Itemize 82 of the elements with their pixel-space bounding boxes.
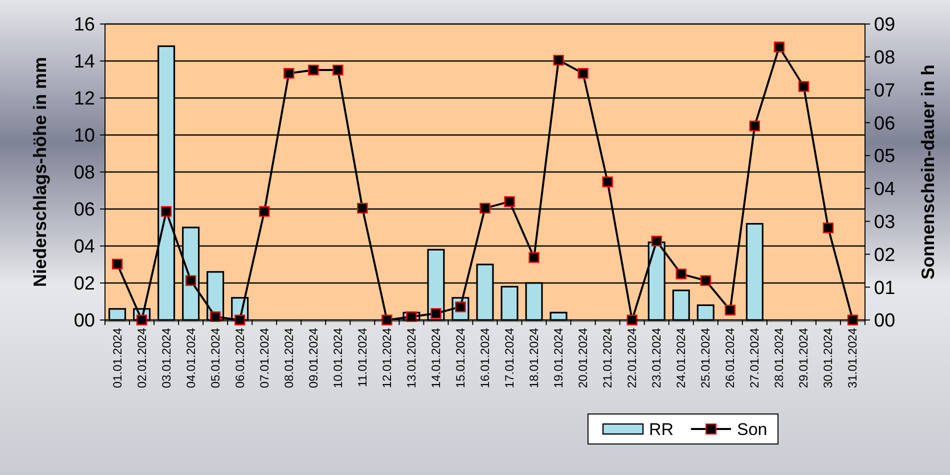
y2-tick-label: 00 <box>874 310 896 332</box>
x-tick-label: 02.01.2024 <box>134 328 149 388</box>
point <box>676 268 686 280</box>
point <box>749 120 760 132</box>
point <box>528 252 540 263</box>
point <box>357 202 368 214</box>
x-tick-label: 29.01.2024 <box>796 328 811 388</box>
x-tick-label: 08.01.2024 <box>282 328 296 388</box>
x-tick-label: 05.01.2024 <box>208 328 222 388</box>
x-tick-label: 11.01.2024 <box>355 328 370 388</box>
x-tick-label: 14.01.2024 <box>428 328 443 388</box>
y2-tick-label: 08 <box>874 48 896 69</box>
y-tick-label: 02 <box>74 274 95 295</box>
y-tick-label: 08 <box>74 162 95 184</box>
x-tick-label: 20.01.2024 <box>576 328 590 388</box>
x-tick-label: 18.01.2024 <box>527 328 542 388</box>
x-tick-label: 23.01.2024 <box>650 328 664 388</box>
point <box>332 64 344 76</box>
y2-tick-label: 06 <box>874 113 896 134</box>
x-tick-label: 03.01.2024 <box>159 328 174 388</box>
x-tick-label: 09.01.2024 <box>306 328 320 388</box>
y-tick-label: 12 <box>74 88 95 110</box>
y2-tick-label: 05 <box>874 146 896 168</box>
point <box>774 42 785 52</box>
x-tick-label: 13.01.2024 <box>404 328 418 388</box>
y2-tick-label: 09 <box>874 14 896 36</box>
y-axis-title: Niederschlags-höhe in mm <box>30 56 50 288</box>
point <box>430 308 442 319</box>
x-tick-label: 17.01.2024 <box>502 328 517 388</box>
x-tick-label: 31.01.2024 <box>846 328 860 388</box>
legend-label: RR <box>649 420 674 439</box>
point <box>651 236 662 246</box>
point <box>308 64 319 76</box>
point <box>160 206 172 217</box>
x-tick-label: 26.01.2024 <box>723 328 738 388</box>
x-tick-label: 10.01.2024 <box>330 328 345 388</box>
point <box>578 68 588 79</box>
point <box>480 202 490 214</box>
x-tick-label: 12.01.2024 <box>380 328 394 388</box>
x-tick-label: 16.01.2024 <box>478 328 492 388</box>
x-tick-label: 30.01.2024 <box>821 328 836 388</box>
x-tick-label: 21.01.2024 <box>600 328 615 388</box>
x-tick-label: 28.01.2024 <box>772 328 786 388</box>
x-tick-label: 22.01.2024 <box>625 328 640 388</box>
point <box>626 314 638 326</box>
point <box>847 314 858 326</box>
y-tick-label: 10 <box>74 126 95 147</box>
y-tick-label: 04 <box>74 236 96 258</box>
y2-tick-label: 07 <box>874 80 896 102</box>
x-tick-label: 07.01.2024 <box>257 328 272 388</box>
y-tick-label: 14 <box>74 52 96 73</box>
x-tick-label: 25.01.2024 <box>698 328 713 388</box>
point <box>382 314 392 326</box>
y-tick-label: 00 <box>74 310 95 332</box>
point <box>798 81 810 92</box>
x-tick-label: 27.01.2024 <box>748 328 762 388</box>
point <box>822 222 834 234</box>
point <box>602 176 613 188</box>
point <box>234 314 246 326</box>
legend-label: Son <box>737 420 768 439</box>
point <box>504 196 515 207</box>
x-tick-label: 15.01.2024 <box>453 328 468 388</box>
y2-tick-label: 04 <box>874 179 896 200</box>
x-tick-label: 24.01.2024 <box>674 328 688 388</box>
point <box>724 304 736 316</box>
y2-axis-title: Sonnenschein-dauer in h <box>918 64 938 280</box>
y2-tick-label: 02 <box>874 244 896 266</box>
point <box>406 311 417 322</box>
point <box>284 68 294 79</box>
y2-tick-label: 03 <box>874 212 896 233</box>
y2-tick-label: 01 <box>874 278 896 299</box>
x-tick-label: 19.01.2024 <box>552 328 566 388</box>
y-tick-label: 16 <box>74 14 95 36</box>
y-tick-label: 06 <box>74 200 95 221</box>
x-tick-label: 04.01.2024 <box>184 328 198 388</box>
x-tick-label: 01.01.2024 <box>110 328 124 388</box>
point <box>553 54 564 66</box>
point <box>700 275 711 286</box>
x-tick-label: 06.01.2024 <box>232 328 247 388</box>
point <box>112 258 123 270</box>
point <box>259 206 270 217</box>
point <box>185 275 196 286</box>
